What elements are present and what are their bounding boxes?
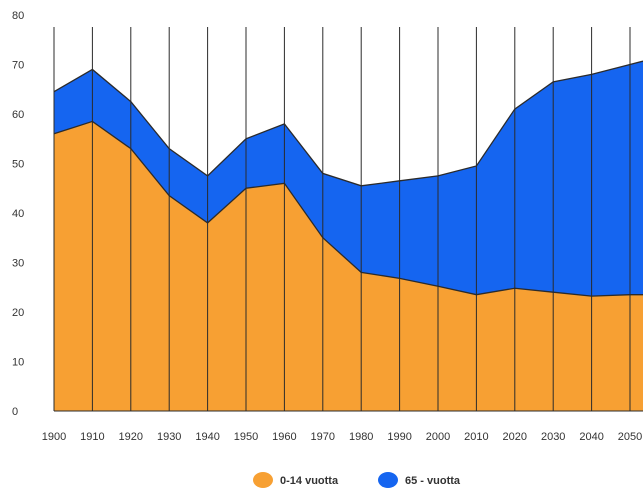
x-axis-tick-labels: 1900 1910 1920 1930 1940 1950 1960 1970 1980 1990… <box>42 431 642 443</box>
y-axis-tick-labels: 0 10 20 30 40 50 60 70 80 <box>12 10 24 418</box>
x-tick-label: 1980 <box>349 431 373 443</box>
vertical-gridlines <box>53 27 643 412</box>
legend-swatch-0 <box>253 472 273 488</box>
x-tick-label: 2040 <box>579 431 603 443</box>
x-tick-label: 2010 <box>464 431 488 443</box>
y-tick-label: 40 <box>12 208 24 220</box>
x-tick-label: 2020 <box>503 431 527 443</box>
y-tick-label: 30 <box>12 258 24 270</box>
x-tick-label: 2050 <box>618 431 642 443</box>
x-tick-label: 1910 <box>80 431 104 443</box>
x-tick-label: 1930 <box>157 431 181 443</box>
x-tick-label: 2030 <box>541 431 565 443</box>
legend-label-0: 0-14 vuotta <box>280 475 339 487</box>
x-tick-label: 1950 <box>234 431 258 443</box>
y-tick-label: 50 <box>12 159 24 171</box>
legend-swatch-1 <box>378 472 398 488</box>
area-series-0-14 <box>54 121 643 412</box>
x-tick-label: 1940 <box>195 431 219 443</box>
x-tick-label: 1900 <box>42 431 66 443</box>
y-tick-label: 10 <box>12 357 24 369</box>
x-tick-label: 1920 <box>119 431 143 443</box>
y-tick-label: 20 <box>12 307 24 319</box>
y-tick-label: 0 <box>12 406 18 418</box>
x-tick-label: 1960 <box>272 431 296 443</box>
x-tick-label: 2000 <box>426 431 450 443</box>
area-series-65 <box>54 61 643 297</box>
y-tick-label: 80 <box>12 10 24 22</box>
x-tick-label: 1990 <box>387 431 411 443</box>
legend: 0-14 vuotta 65 - vuotta <box>253 472 461 488</box>
y-tick-label: 60 <box>12 109 24 121</box>
area-layers <box>53 60 643 412</box>
x-tick-label: 1970 <box>311 431 335 443</box>
y-tick-label: 70 <box>12 60 24 72</box>
legend-label-1: 65 - vuotta <box>405 475 461 487</box>
